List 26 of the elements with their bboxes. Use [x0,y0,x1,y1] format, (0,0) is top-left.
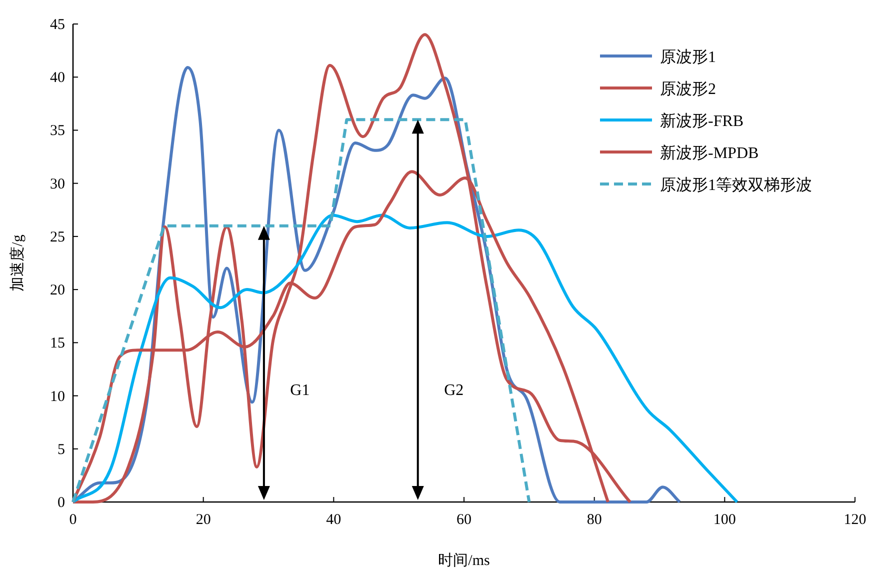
legend-label: 原波形2 [660,80,716,98]
x-axis-title: 时间/ms [438,552,490,569]
x-tick-label: 80 [586,512,602,528]
legend-label: 新波形-MPDB [660,144,759,162]
y-tick-label: 40 [50,70,65,86]
annotation: G1 [290,382,310,399]
y-tick-label: 25 [50,229,65,246]
legend-label: 原波形1 [660,48,716,66]
annotation: G2 [444,382,464,399]
y-tick-label: 20 [50,282,65,299]
y-tick-label: 45 [50,17,65,33]
x-tick-label: 60 [456,512,472,528]
y-tick-label: 5 [58,442,65,458]
y-axis-title: 加速度/g [9,234,26,292]
y-tick-label: 10 [50,388,65,405]
y-tick-label: 0 [58,495,65,511]
y-tick-label: 15 [50,336,65,352]
x-tick-label: 100 [713,512,736,528]
x-tick-label: 0 [69,512,77,528]
x-tick-label: 20 [196,512,211,528]
legend-label: 原波形1等效双梯形波 [660,176,812,194]
y-tick-label: 30 [50,176,65,192]
x-tick-label: 40 [326,512,342,528]
y-tick-label: 35 [50,123,65,140]
x-tick-label: 120 [844,512,866,528]
legend-label: 新波形-FRB [660,112,744,130]
